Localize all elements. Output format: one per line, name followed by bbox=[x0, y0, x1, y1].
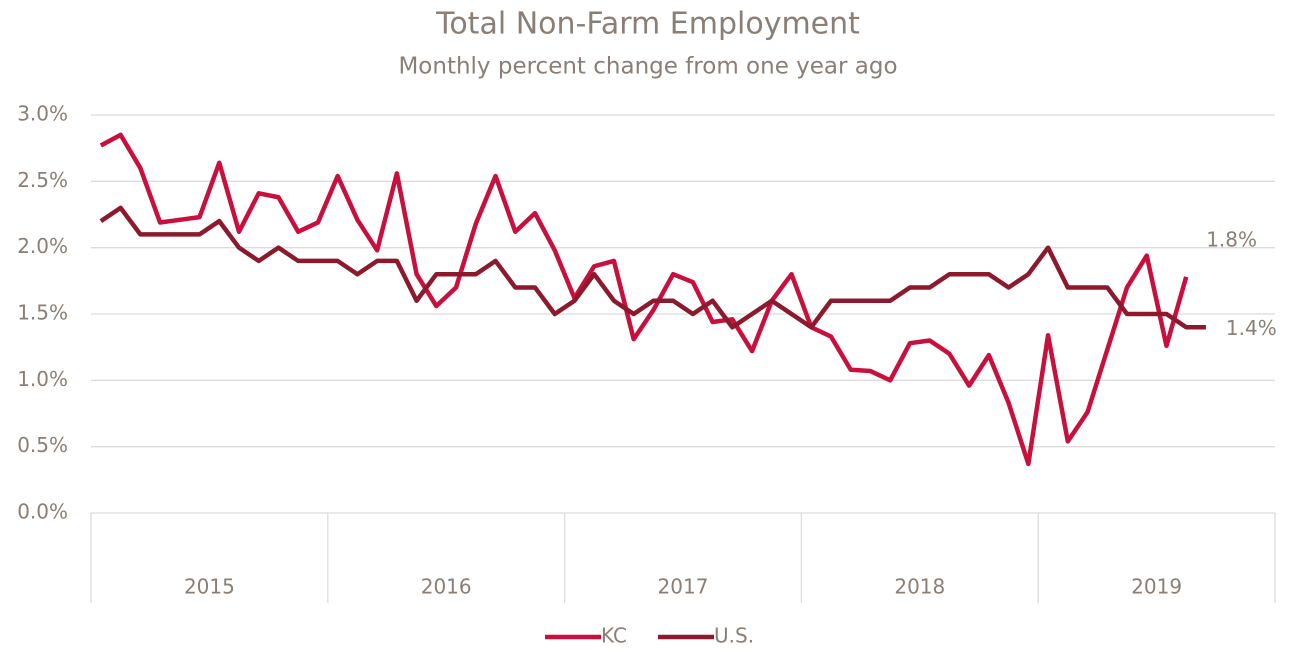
x-group-label: 2019 bbox=[1131, 575, 1182, 599]
y-tick-label: 1.0% bbox=[17, 367, 68, 391]
x-group-label: 2015 bbox=[184, 575, 235, 599]
chart-subtitle: Monthly percent change from one year ago bbox=[398, 54, 897, 80]
chart-title: Total Non-Farm Employment bbox=[435, 7, 860, 42]
y-tick-label: 1.5% bbox=[17, 301, 68, 325]
series-line bbox=[99, 205, 1206, 330]
y-tick-label: 2.0% bbox=[17, 234, 68, 258]
end-label: 1.8% bbox=[1206, 227, 1257, 251]
x-group-label: 2017 bbox=[658, 575, 709, 599]
x-group-label: 2018 bbox=[894, 575, 945, 599]
y-tick-label: 2.5% bbox=[17, 168, 68, 192]
y-tick-label: 0.0% bbox=[17, 500, 68, 524]
x-group-label: 2016 bbox=[421, 575, 472, 599]
y-tick-label: 3.0% bbox=[17, 102, 68, 126]
legend-label: KC bbox=[601, 624, 627, 648]
legend-label: U.S. bbox=[714, 624, 754, 648]
series-line bbox=[99, 132, 1189, 467]
end-label: 1.4% bbox=[1226, 316, 1277, 340]
y-tick-label: 0.5% bbox=[17, 433, 68, 457]
